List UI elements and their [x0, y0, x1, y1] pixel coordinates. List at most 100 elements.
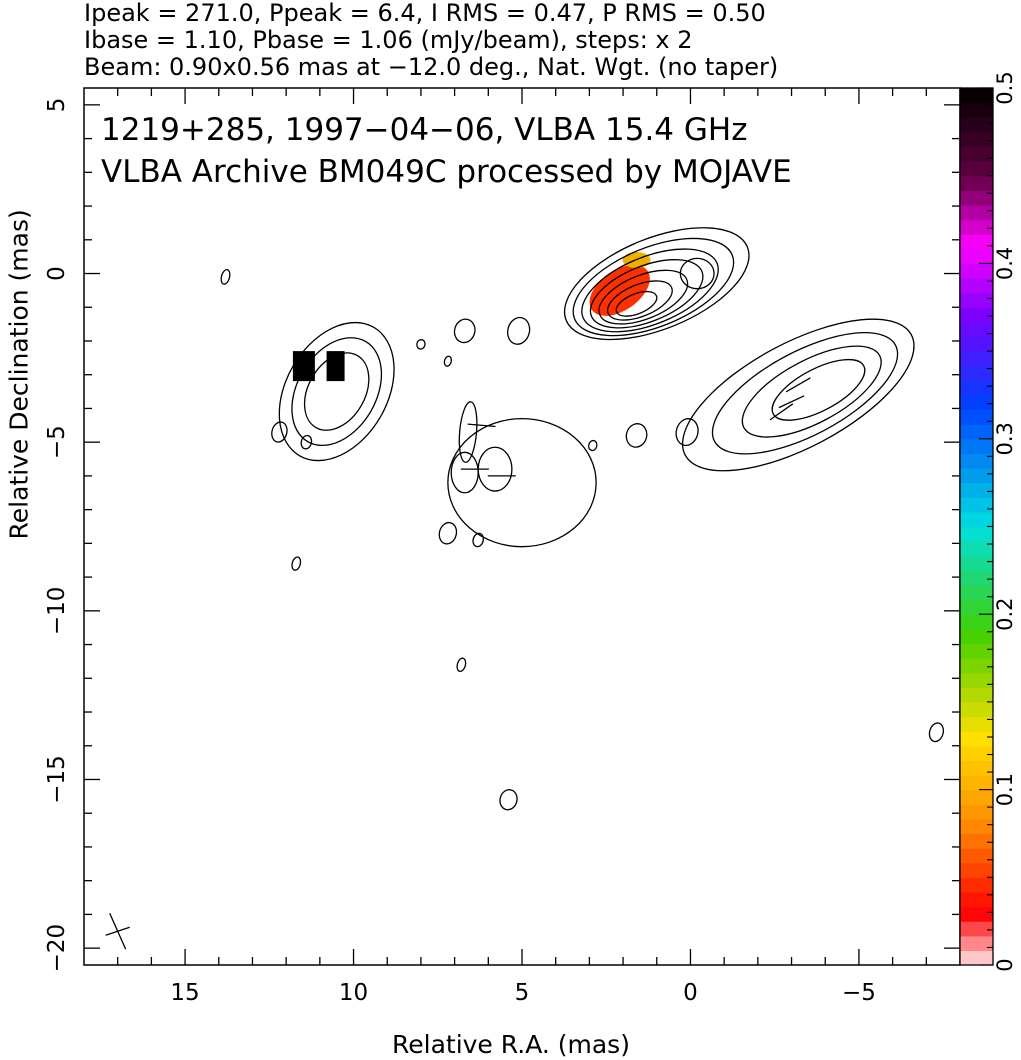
colorbar-segment: [960, 351, 993, 367]
y-tick-label: −15: [44, 755, 70, 804]
colorbar-segment: [960, 526, 993, 542]
jet-w-contour: [711, 331, 899, 455]
colorbar-tick-label: 0.2: [993, 597, 1017, 630]
colorbar-segment: [960, 102, 993, 118]
colorbar-segment: [960, 906, 993, 922]
core-contour: [581, 248, 719, 333]
core-inner-contour: [679, 257, 715, 290]
y-tick-label: −10: [44, 587, 70, 636]
colorbar-segment: [960, 555, 993, 571]
x-tick-label: 0: [683, 980, 698, 1006]
colorbar-segment: [960, 88, 993, 104]
core-contour: [598, 269, 689, 325]
plot-title-line-2: VLBA Archive BM049C processed by MOJAVE: [101, 154, 792, 190]
y-tick-label: −5: [44, 425, 70, 459]
colorbar-tick-label: 0: [993, 958, 1017, 971]
colorbar-segment: [960, 848, 993, 864]
colorbar-tick-label: 0.3: [993, 422, 1017, 455]
header-line-2: Ibase = 1.10, Pbase = 1.06 (mJy/beam), s…: [84, 26, 693, 54]
polarization-vector: [778, 395, 805, 409]
colorbar-segment: [960, 687, 993, 703]
colorbar-segment: [960, 731, 993, 747]
isolated-contour: [506, 316, 531, 345]
colorbar-segment: [960, 161, 993, 177]
colorbar-segment: [960, 117, 993, 133]
header-line-1: Ipeak = 271.0, Ppeak = 6.4, I RMS = 0.47…: [84, 0, 766, 27]
isolated-contour: [928, 722, 945, 743]
isolated-contour: [675, 418, 699, 447]
colorbar-segment: [960, 701, 993, 718]
polarization-patch: [292, 351, 315, 382]
jet-mid-inner-contour: [450, 451, 479, 494]
colorbar-segment: [960, 541, 993, 557]
colorbar-segment: [960, 716, 993, 732]
isolated-contour: [291, 556, 302, 571]
isolated-contour: [416, 339, 426, 350]
isolated-contour: [499, 789, 518, 811]
colorbar-segment: [960, 833, 993, 849]
isolated-contour: [625, 423, 648, 448]
y-axis-label: Relative Declination (mas): [4, 209, 34, 540]
colorbar-segment: [960, 891, 993, 908]
colorbar-segment: [960, 482, 993, 498]
colorbar-segment: [960, 175, 993, 191]
isolated-contour: [472, 532, 485, 548]
jet-e-contour: [303, 352, 370, 431]
colorbar-segment: [960, 628, 993, 645]
colorbar-segment: [960, 190, 993, 206]
colorbar-segment: [960, 599, 993, 615]
colorbar-segment: [960, 307, 993, 323]
colorbar: 0 0.1 0.2 0.3 0.4 0.5: [959, 71, 1017, 972]
colorbar-segment: [960, 570, 993, 586]
x-tick-label: 10: [339, 980, 368, 1006]
colorbar-segment: [960, 438, 993, 455]
colorbar-segment: [960, 774, 993, 791]
core-contour: [607, 280, 673, 321]
jet-e-contour: [278, 321, 395, 462]
colorbar-segment: [960, 321, 993, 338]
colorbar-segment: [960, 760, 993, 776]
colorbar-segment: [960, 614, 993, 630]
colorbar-segment: [960, 921, 993, 937]
y-tick-label: −20: [44, 924, 70, 973]
colorbar-segment: [960, 263, 993, 279]
colorbar-segment: [960, 380, 993, 396]
colorbar-segment: [960, 453, 993, 469]
jet-mid-contour: [447, 417, 597, 548]
jet-w-contour: [741, 345, 882, 438]
jet-w-contour: [771, 358, 866, 421]
isolated-contour: [456, 657, 467, 673]
ticks: [84, 88, 960, 965]
isolated-contour: [438, 521, 458, 545]
polarization-patch: [326, 351, 345, 382]
colorbar-segment: [960, 248, 993, 264]
colorbar-segment: [960, 234, 993, 250]
colorbar-segment: [960, 468, 993, 484]
polarization-vector: [769, 403, 794, 421]
colorbar-segment: [960, 643, 993, 659]
colorbar-segment: [960, 511, 993, 528]
colorbar-segment: [960, 584, 993, 601]
colorbar-segment: [960, 877, 993, 893]
colorbar-segment: [960, 424, 993, 440]
colorbar-segment: [960, 278, 993, 294]
intensity-contours: [105, 227, 945, 950]
colorbar-segment: [960, 745, 993, 761]
isolated-contour: [453, 318, 476, 344]
colorbar-segment: [960, 658, 993, 674]
colorbar-tick-label: 0.5: [993, 71, 1017, 104]
polarization-vector: [467, 423, 496, 428]
colorbar-segment: [960, 818, 993, 835]
plot-title-line-1: 1219+285, 1997−04−06, VLBA 15.4 GHz: [101, 112, 748, 148]
isolated-contour: [443, 355, 453, 367]
x-axis-label: Relative R.A. (mas): [392, 1030, 630, 1059]
colorbar-segment: [960, 336, 993, 352]
polarization-color-layer: [292, 252, 651, 382]
beam-minor-axis: [105, 926, 130, 936]
core-contour: [563, 227, 750, 341]
colorbar-segment: [960, 146, 993, 162]
colorbar-segment: [960, 862, 993, 878]
isolated-contour: [300, 434, 313, 450]
core-contour: [572, 237, 735, 337]
